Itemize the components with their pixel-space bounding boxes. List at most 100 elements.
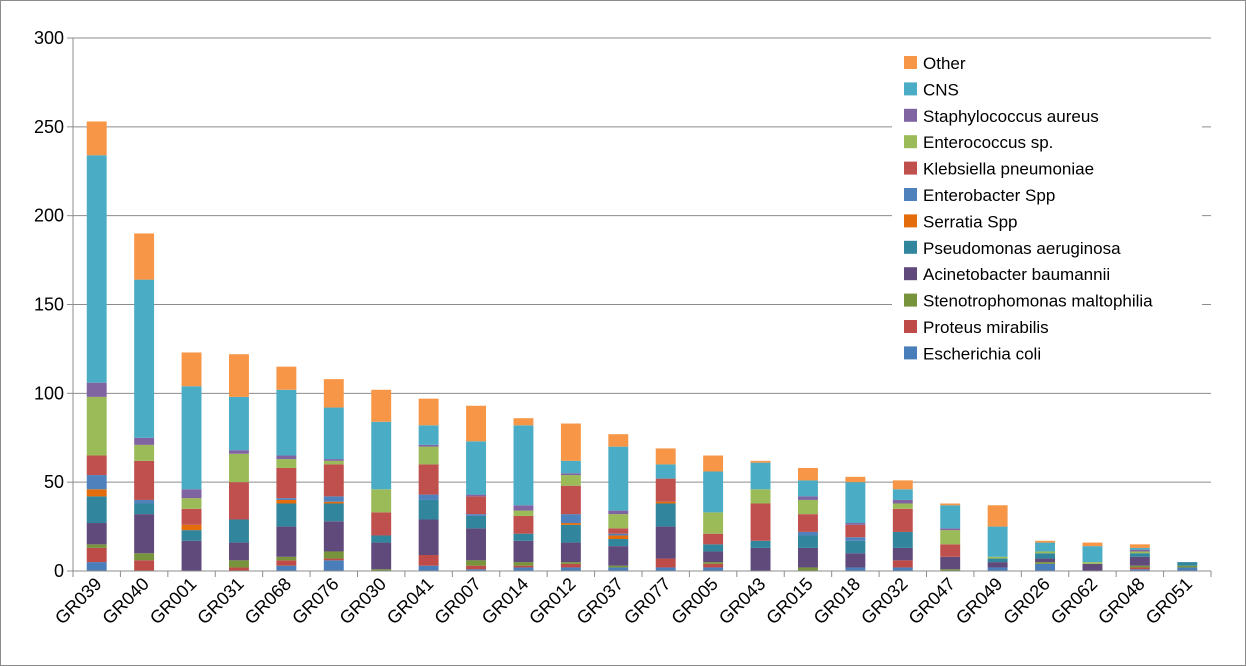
bar-segment (703, 533, 724, 545)
bar-segment (513, 562, 534, 566)
bar-segment (134, 499, 155, 504)
bar-segment (1035, 540, 1055, 543)
bar-segment (750, 489, 771, 504)
bar-segment (655, 567, 676, 571)
legend-swatch (904, 82, 917, 96)
bar-segment (940, 544, 961, 557)
bar-segment (560, 567, 581, 571)
bar-segment (1129, 553, 1150, 557)
bar-segment (181, 489, 202, 499)
bar-segment (276, 389, 297, 456)
bar-segment (181, 498, 202, 509)
bar-segment (655, 478, 676, 502)
bar-segment (229, 453, 249, 483)
bar-segment (987, 526, 1008, 557)
bar-segment (323, 379, 344, 408)
bars (86, 121, 1198, 571)
bar-segment (229, 482, 249, 520)
bar-segment (608, 535, 629, 540)
bar-segment (86, 155, 107, 383)
bar-segment (940, 556, 961, 570)
bar-segment (513, 540, 534, 563)
bar-segment (371, 421, 392, 490)
bar-segment (418, 464, 439, 495)
bar-segment (276, 455, 297, 460)
legend-label: Serratia Spp (923, 212, 1018, 231)
bar-segment (276, 498, 297, 500)
bar-segment (798, 480, 818, 497)
bar-segment (513, 533, 534, 541)
bar-segment (513, 425, 534, 506)
bar-segment (1035, 551, 1055, 554)
y-tick-label: 100 (34, 383, 64, 403)
legend-label: CNS (923, 80, 959, 99)
bar-segment (86, 489, 107, 497)
bar-segment (892, 480, 913, 490)
bar-segment (892, 560, 913, 568)
bar-segment (86, 382, 107, 397)
bar-segment (466, 441, 486, 495)
bar-segment (798, 547, 818, 568)
bar-segment (845, 482, 866, 524)
y-tick-label: 150 (34, 295, 64, 315)
bar-segment (466, 514, 486, 516)
x-category-label: GR015 (762, 574, 816, 628)
legend-swatch (904, 108, 917, 122)
bar-segment (371, 489, 392, 513)
bar-segment (371, 535, 392, 543)
legend: Other CNS Staphylococcus aureus Enterococcu… (892, 49, 1202, 370)
bar-segment (750, 460, 771, 463)
bar-segment (323, 551, 344, 559)
bar-segment (134, 514, 155, 554)
bar-segment (1035, 558, 1055, 563)
x-category-label: GR026 (999, 574, 1053, 628)
bar-segment (560, 563, 581, 568)
legend-swatch (904, 293, 917, 307)
x-category-label: GR012 (525, 574, 579, 628)
bar-segment (703, 471, 724, 513)
bar-segment (86, 544, 107, 548)
bar-segment (845, 523, 866, 525)
bar-segment (323, 407, 344, 460)
legend-label: Staphylococcus aureus (923, 107, 1099, 126)
bar-segment (1082, 563, 1103, 571)
bar-segment (276, 467, 297, 499)
bar-segment (987, 505, 1008, 527)
bar-segment (608, 533, 629, 536)
bar-segment (892, 567, 913, 571)
bar-segment (1082, 542, 1103, 547)
bar-segment (513, 510, 534, 516)
x-category-label: GR031 (193, 574, 247, 628)
x-category-label: GR005 (667, 574, 721, 628)
bar-segment (86, 475, 107, 490)
bar-segment (1035, 542, 1055, 552)
legend-label: Proteus mirabilis (923, 318, 1049, 337)
bar-segment (229, 560, 249, 568)
bar-segment (276, 556, 297, 561)
bar-segment (513, 515, 534, 534)
bar-segment (940, 530, 961, 545)
bar-segment (655, 558, 676, 568)
bar-segment (229, 450, 249, 454)
bar-segment (229, 354, 249, 397)
x-category-label: GR018 (810, 574, 864, 628)
x-category-label: GR076 (288, 574, 342, 628)
bar-segment (750, 540, 771, 548)
bar-segment (134, 437, 155, 445)
bar-segment (513, 565, 534, 568)
bar-segment (181, 386, 202, 490)
bar-segment (1177, 565, 1198, 568)
bar-segment (418, 446, 439, 465)
x-category-label: GR047 (905, 574, 959, 628)
bar-segment (229, 396, 249, 451)
legend-swatch (904, 161, 917, 175)
bar-segment (513, 505, 534, 511)
bar-segment (1129, 551, 1150, 554)
bar-segment (466, 565, 486, 570)
bar-segment (323, 496, 344, 502)
legend-swatch (904, 214, 917, 228)
bar-segment (940, 528, 961, 531)
bar-segment (987, 558, 1008, 563)
bar-segment (418, 494, 439, 500)
